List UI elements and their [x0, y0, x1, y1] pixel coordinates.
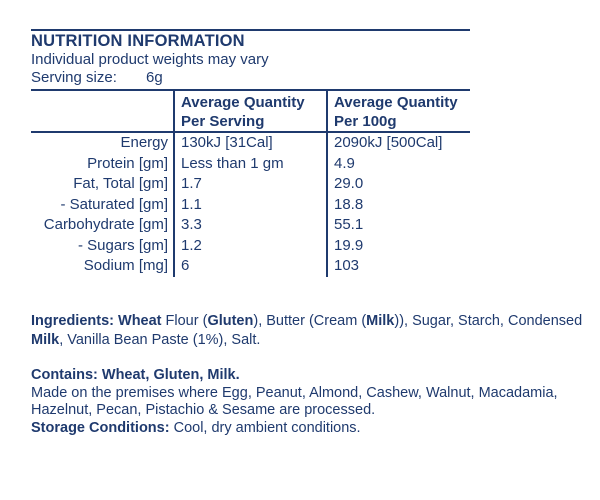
row-label: Fat, Total [gm] — [73, 175, 168, 192]
value-per-serving: 3.3 — [173, 215, 326, 236]
value-per-100g: 19.9 — [326, 235, 470, 256]
value-per-100g: 103 — [326, 256, 470, 277]
text-segment: , Vanilla Bean Paste (1%), Salt. — [59, 331, 261, 348]
text-segment: Ingredients: Wheat — [31, 313, 162, 329]
row-label: - Saturated [gm] — [60, 195, 168, 213]
value-per-100g: 55.1 — [326, 215, 470, 236]
text-line: Hazelnut, Pecan, Pistachio & Sesame are … — [31, 402, 558, 420]
table-row: Energy 130kJ [31Cal] 2090kJ [500Cal] — [31, 133, 470, 154]
value-per-serving: 1.1 — [173, 194, 326, 215]
value-per-100g: 18.8 — [326, 194, 470, 215]
text-segment: Cool, dry ambient conditions. — [169, 419, 361, 436]
col-header-per-serving: Average Quantity Per Serving — [173, 91, 326, 131]
col-header-line: Average Quantity — [334, 94, 458, 111]
weights-note: Individual product weights may vary — [31, 51, 269, 68]
col-header-line: Per Serving — [181, 113, 265, 130]
row-label: Sodium [mg] — [83, 257, 168, 274]
text-line: Milk, Vanilla Bean Paste (1%), Salt. — [31, 331, 582, 350]
text-segment: Contains: Wheat, Gluten, Milk. — [31, 367, 240, 383]
text-segment: Milk — [366, 313, 395, 329]
table-row: - Sugars [gm] 1.2 19.9 — [31, 235, 470, 256]
top-divider — [31, 29, 470, 31]
value-per-serving: Less than 1 gm — [173, 153, 326, 174]
contains-paragraph: Contains: Wheat, Gluten, Milk. Made on th… — [31, 367, 558, 437]
value-per-100g: 29.0 — [326, 174, 470, 195]
text-segment: ), Butter (Cream ( — [253, 313, 367, 329]
table-row: Protein [gm] Less than 1 gm 4.9 — [31, 153, 470, 174]
text-line: Storage Conditions: Cool, dry ambient co… — [31, 420, 558, 438]
table-header-row: Average Quantity Per Serving Average Qua… — [31, 89, 470, 133]
serving-size-label: Serving size: — [31, 69, 117, 86]
text-segment: Flour ( — [161, 313, 208, 329]
text-line: Contains: Wheat, Gluten, Milk. — [31, 367, 558, 385]
text-segment: Made on the premises where Egg, Peanut, … — [31, 384, 558, 401]
table-row: Fat, Total [gm] 1.7 29.0 — [31, 174, 470, 195]
text-line: Made on the premises where Egg, Peanut, … — [31, 385, 558, 403]
value-per-serving: 1.2 — [173, 235, 326, 256]
table-body: Energy 130kJ [31Cal] 2090kJ [500Cal] Pro… — [31, 133, 470, 277]
table-row: Carbohydrate [gm] 3.3 55.1 — [31, 215, 470, 236]
table-row: Sodium [mg] 6 103 — [31, 256, 470, 277]
text-segment: )), Sugar, Starch, Condensed — [394, 313, 583, 329]
value-per-serving: 1.7 — [173, 174, 326, 195]
text-segment: Storage Conditions: — [31, 419, 170, 436]
text-line: Ingredients: Wheat Flour (Gluten), Butte… — [31, 312, 582, 331]
panel-title: NUTRITION INFORMATION — [31, 32, 245, 50]
serving-size-line: Serving size: 6g — [31, 69, 269, 87]
col-header-line: Average Quantity — [181, 94, 305, 111]
col-header-blank — [31, 91, 173, 131]
text-segment: Gluten — [207, 313, 254, 329]
text-segment: Milk — [31, 331, 60, 348]
nutrition-table: Average Quantity Per Serving Average Qua… — [31, 89, 470, 277]
col-header-line: Per 100g — [334, 113, 397, 130]
col-header-per-100g: Average Quantity Per 100g — [326, 91, 470, 131]
row-label: - Sugars [gm] — [77, 236, 168, 254]
value-per-100g: 4.9 — [326, 153, 470, 174]
row-label: Energy — [120, 134, 168, 151]
value-per-100g: 2090kJ [500Cal] — [326, 133, 470, 154]
serving-size-value: 6g — [146, 69, 163, 86]
label-intro: NUTRITION INFORMATION Individual product… — [31, 32, 269, 87]
row-label: Carbohydrate [gm] — [43, 216, 168, 233]
row-label: Protein [gm] — [87, 154, 168, 172]
value-per-serving: 130kJ [31Cal] — [173, 133, 326, 154]
table-row: - Saturated [gm] 1.1 18.8 — [31, 194, 470, 215]
ingredients-paragraph: Ingredients: Wheat Flour (Gluten), Butte… — [31, 312, 582, 349]
value-per-serving: 6 — [173, 256, 326, 277]
text-segment: Hazelnut, Pecan, Pistachio & Sesame are … — [31, 402, 376, 418]
